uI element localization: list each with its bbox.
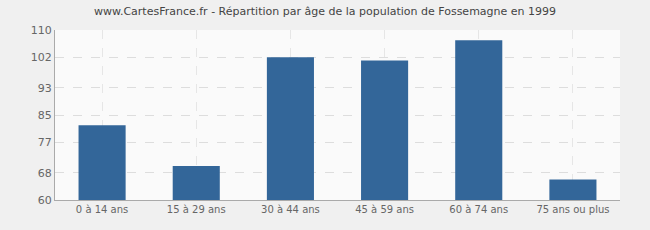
svg-text:77: 77: [38, 136, 52, 149]
svg-text:68: 68: [38, 167, 52, 180]
svg-text:0 à 14 ans: 0 à 14 ans: [76, 204, 128, 215]
svg-text:102: 102: [31, 51, 52, 64]
svg-text:93: 93: [38, 82, 52, 95]
svg-text:60 à 74 ans: 60 à 74 ans: [449, 204, 508, 215]
svg-text:60: 60: [38, 194, 52, 207]
svg-text:85: 85: [38, 109, 52, 122]
svg-text:www.CartesFrance.fr - Répartit: www.CartesFrance.fr - Répartition par âg…: [94, 5, 556, 18]
svg-text:110: 110: [31, 24, 52, 37]
svg-text:30 à 44 ans: 30 à 44 ans: [261, 204, 320, 215]
svg-text:15 à 29 ans: 15 à 29 ans: [167, 204, 226, 215]
svg-text:75 ans ou plus: 75 ans ou plus: [536, 204, 609, 215]
svg-text:45 à 59 ans: 45 à 59 ans: [355, 204, 414, 215]
